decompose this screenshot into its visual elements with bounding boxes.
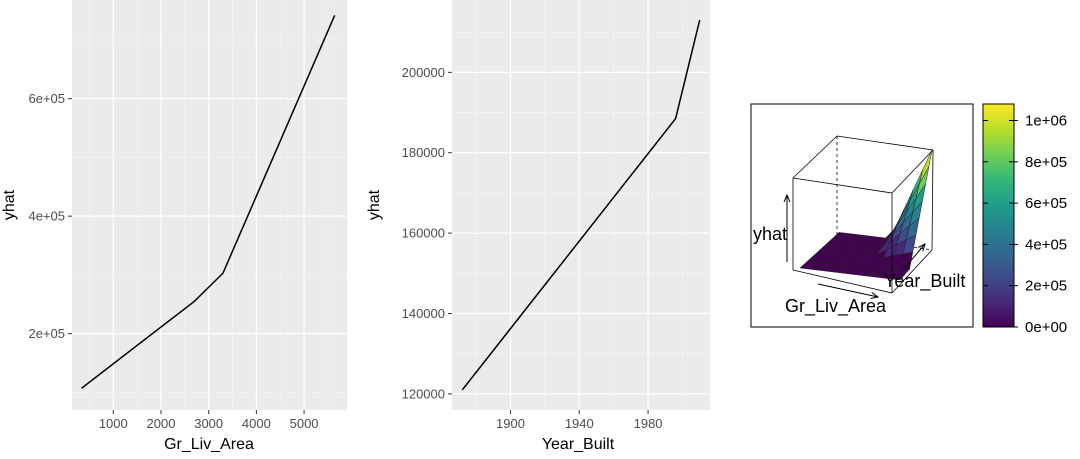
x-ticks: 1000 2000 3000 4000 5000 <box>99 410 319 431</box>
series-line <box>81 15 336 389</box>
y-tick-label: 4e+05 <box>28 209 65 224</box>
bounding-box-front <box>792 149 934 294</box>
y-tick-label: 120000 <box>402 386 445 401</box>
gr-liv-area-panel: 1000 2000 3000 4000 5000 2e+05 4e+05 6e+05 Gr_… <box>1 0 347 453</box>
minor-grid <box>452 0 710 410</box>
year-built-panel: 1900 1940 1980 120000 140000 160000 180000 200… <box>366 0 710 453</box>
z-axis-label: yhat <box>753 224 787 244</box>
y-tick-label: 160000 <box>402 226 445 241</box>
x-tick-label: 1980 <box>634 416 663 431</box>
y-tick-label: 6e+05 <box>28 91 65 106</box>
major-grid <box>452 0 710 410</box>
surface-mesh <box>799 149 933 281</box>
x-axis-title: Year_Built <box>542 436 615 453</box>
y-axis-arrow <box>902 244 925 271</box>
x-tick-label: 3000 <box>194 416 223 431</box>
y-tick-label: 200000 <box>402 65 445 80</box>
colorbar-tick-label: 2e+05 <box>1025 278 1067 295</box>
colorbar <box>982 103 1015 328</box>
colorbar-ticks: 0e+00 2e+05 4e+05 6e+05 8e+05 1e+06 <box>983 113 1067 336</box>
x-ticks: 1900 1940 1980 <box>496 410 663 431</box>
colorbar-tick-label: 8e+05 <box>1025 154 1067 171</box>
minor-grid <box>72 0 347 410</box>
colorbar-tick-label: 4e+05 <box>1025 236 1067 253</box>
series-line <box>461 19 701 391</box>
y-tick-label: 140000 <box>402 306 445 321</box>
major-grid <box>72 0 347 410</box>
x-tick-label: 1000 <box>99 416 128 431</box>
x-tick-label: 5000 <box>290 416 319 431</box>
x-tick-label: 1940 <box>565 416 594 431</box>
y-axis-label: Year_Built <box>884 271 965 292</box>
series-lines <box>461 19 701 391</box>
y-tick-label: 180000 <box>402 145 445 160</box>
y-axis-title: yhat <box>1 189 18 220</box>
y-tick-label: 2e+05 <box>28 326 65 341</box>
colorbar-tick-label: 1e+06 <box>1025 113 1067 130</box>
x-tick-label: 4000 <box>242 416 271 431</box>
y-ticks: 120000 140000 160000 180000 200000 <box>402 65 452 401</box>
y-axis-title: yhat <box>366 189 383 220</box>
x-tick-label: 1900 <box>496 416 525 431</box>
x-axis-arrow <box>817 283 878 297</box>
plot-background <box>452 0 710 410</box>
colorbar-tick-label: 0e+00 <box>1025 319 1067 336</box>
surface-panel: yhat Gr_Liv_Area Year_Built 0e+00 2e+05 4e… <box>750 103 1067 336</box>
colorbar-tick-label: 6e+05 <box>1025 195 1067 212</box>
y-ticks: 2e+05 4e+05 6e+05 <box>28 91 72 341</box>
x-axis-title: Gr_Liv_Area <box>164 436 254 453</box>
plot-background <box>72 0 347 410</box>
x-axis-label: Gr_Liv_Area <box>785 296 887 317</box>
surface-frame <box>750 103 974 328</box>
x-tick-label: 2000 <box>147 416 176 431</box>
series-lines <box>81 15 336 389</box>
